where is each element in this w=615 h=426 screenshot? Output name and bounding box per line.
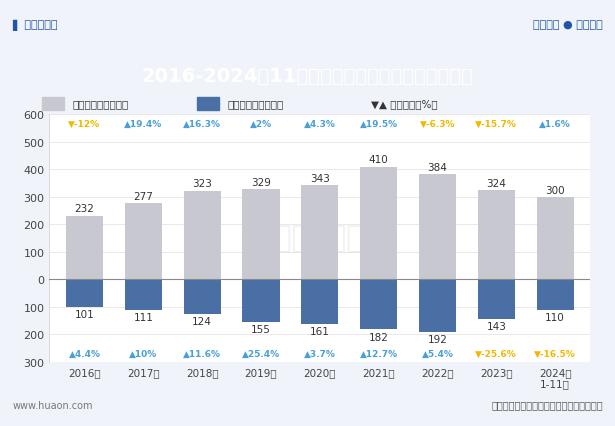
Text: ▲4.4%: ▲4.4% bbox=[68, 349, 100, 358]
Text: www.huaon.com: www.huaon.com bbox=[12, 400, 93, 410]
Bar bbox=[66, 280, 103, 308]
Bar bbox=[360, 280, 397, 330]
Text: ▲11.6%: ▲11.6% bbox=[183, 349, 221, 358]
Text: 111: 111 bbox=[133, 312, 153, 322]
Text: ▲19.5%: ▲19.5% bbox=[360, 119, 398, 128]
Text: 323: 323 bbox=[192, 179, 212, 189]
Text: 143: 143 bbox=[486, 321, 506, 331]
Text: ▼-16.5%: ▼-16.5% bbox=[534, 349, 576, 358]
Text: ▲3.7%: ▲3.7% bbox=[304, 349, 336, 358]
Text: 277: 277 bbox=[133, 192, 153, 201]
Text: 华经产业研究院: 华经产业研究院 bbox=[256, 224, 384, 253]
Text: 384: 384 bbox=[427, 162, 447, 172]
Text: ▼-6.3%: ▼-6.3% bbox=[419, 119, 455, 128]
Bar bbox=[197, 98, 219, 111]
Bar bbox=[42, 98, 64, 111]
Text: ▲5.4%: ▲5.4% bbox=[421, 349, 453, 358]
Text: 出口总额（亿美元）: 出口总额（亿美元） bbox=[72, 99, 129, 109]
Bar bbox=[125, 280, 162, 310]
Text: 300: 300 bbox=[546, 185, 565, 195]
Bar bbox=[184, 191, 221, 280]
Text: ▲2%: ▲2% bbox=[250, 119, 272, 128]
Text: 329: 329 bbox=[251, 177, 271, 187]
Bar bbox=[478, 191, 515, 280]
Bar bbox=[360, 167, 397, 280]
Bar bbox=[242, 190, 279, 280]
Bar bbox=[536, 280, 574, 310]
Text: 2016-2024年11月重庆市外商投资企业进、出口额: 2016-2024年11月重庆市外商投资企业进、出口额 bbox=[141, 67, 474, 86]
Text: 161: 161 bbox=[310, 326, 330, 336]
Text: 进口总额（亿美元）: 进口总额（亿美元） bbox=[227, 99, 284, 109]
Bar bbox=[536, 197, 574, 280]
Bar bbox=[125, 204, 162, 280]
Text: ▲12.7%: ▲12.7% bbox=[360, 349, 398, 358]
Text: 324: 324 bbox=[486, 178, 506, 189]
Bar bbox=[419, 280, 456, 332]
Text: 专业严谨 ● 客观科学: 专业严谨 ● 客观科学 bbox=[533, 20, 603, 30]
Text: ▲10%: ▲10% bbox=[129, 349, 157, 358]
Text: ▲25.4%: ▲25.4% bbox=[242, 349, 280, 358]
Bar bbox=[301, 280, 338, 324]
Bar bbox=[301, 186, 338, 280]
Text: ▲4.3%: ▲4.3% bbox=[304, 119, 336, 128]
Text: 192: 192 bbox=[427, 335, 447, 345]
Text: ▼-12%: ▼-12% bbox=[68, 119, 101, 128]
Text: ▼-25.6%: ▼-25.6% bbox=[475, 349, 517, 358]
Bar bbox=[419, 174, 456, 280]
Bar bbox=[242, 280, 279, 322]
Text: 110: 110 bbox=[546, 312, 565, 322]
Bar bbox=[184, 280, 221, 314]
Bar bbox=[478, 280, 515, 319]
Text: ▲1.6%: ▲1.6% bbox=[539, 119, 571, 128]
Text: 182: 182 bbox=[368, 332, 389, 342]
Text: 数据来源：中国海关；华经产业研究院整理: 数据来源：中国海关；华经产业研究院整理 bbox=[491, 400, 603, 410]
Text: ▼▲ 同比增速（%）: ▼▲ 同比增速（%） bbox=[371, 99, 438, 109]
Text: ▲19.4%: ▲19.4% bbox=[124, 119, 162, 128]
Text: 410: 410 bbox=[369, 155, 389, 165]
Text: 124: 124 bbox=[192, 316, 212, 326]
Bar bbox=[66, 216, 103, 280]
Text: ▼-15.7%: ▼-15.7% bbox=[475, 119, 517, 128]
Text: 232: 232 bbox=[74, 204, 95, 214]
Text: 101: 101 bbox=[74, 310, 94, 320]
Text: 343: 343 bbox=[310, 173, 330, 183]
Text: 155: 155 bbox=[251, 325, 271, 334]
Text: ▲16.3%: ▲16.3% bbox=[183, 119, 221, 128]
Text: ▌ 华经情报网: ▌ 华经情报网 bbox=[12, 19, 58, 31]
